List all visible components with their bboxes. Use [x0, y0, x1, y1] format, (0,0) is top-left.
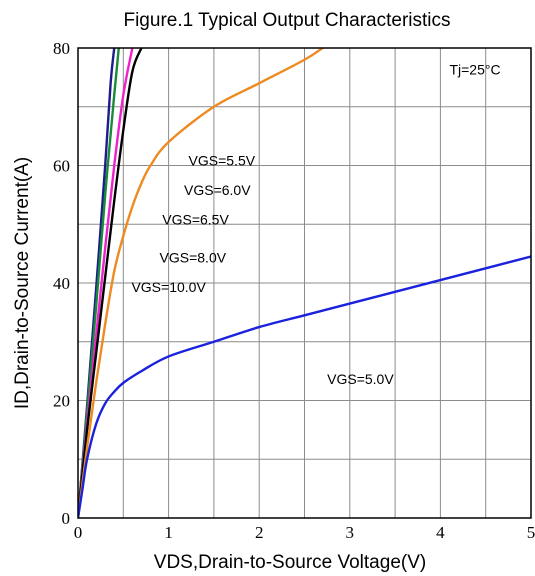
tick-labels: 0 1 2 3 4 5 0 20 40 60 80 — [53, 39, 535, 542]
annotation-label: VGS=5.5V — [189, 153, 256, 169]
x-tick-label: 1 — [164, 523, 173, 542]
x-tick-label: 2 — [255, 523, 264, 542]
annotation-label: VGS=6.0V — [184, 182, 251, 198]
x-tick-label: 3 — [346, 523, 355, 542]
curve-vgs-5-0v — [78, 255, 531, 518]
y-axis-label: ID,Drain-to-Source Current(A) — [12, 157, 33, 409]
y-tick-label: 60 — [53, 157, 70, 176]
curves — [78, 48, 531, 518]
annotations: VGS=5.5V VGS=6.0V VGS=6.5V VGS=8.0V VGS=10.0… — [131, 61, 500, 387]
annotation-label: VGS=6.5V — [162, 211, 229, 227]
x-axis-label: VDS,Drain-to-Source Voltage(V) — [154, 552, 426, 573]
x-tick-label: 0 — [74, 523, 83, 542]
curve-vgs-6-0v — [78, 48, 143, 518]
annotation-label: VGS=5.0V — [327, 371, 394, 387]
y-tick-label: 20 — [53, 392, 70, 411]
annotation-label: VGS=10.0V — [131, 279, 206, 295]
x-tick-label: 4 — [436, 523, 445, 542]
y-tick-label: 40 — [53, 274, 70, 293]
curve-vgs-5-5v — [78, 48, 324, 518]
annotation-label: Tj=25°C — [449, 61, 500, 77]
y-tick-label: 0 — [62, 509, 71, 528]
annotation-label: VGS=8.0V — [160, 249, 227, 265]
x-tick-label: 5 — [527, 523, 535, 542]
y-tick-label: 80 — [53, 39, 70, 58]
chart-title: Figure.1 Typical Output Characteristics — [123, 10, 450, 31]
grid-lines — [78, 48, 531, 518]
plot-frame — [77, 47, 532, 519]
